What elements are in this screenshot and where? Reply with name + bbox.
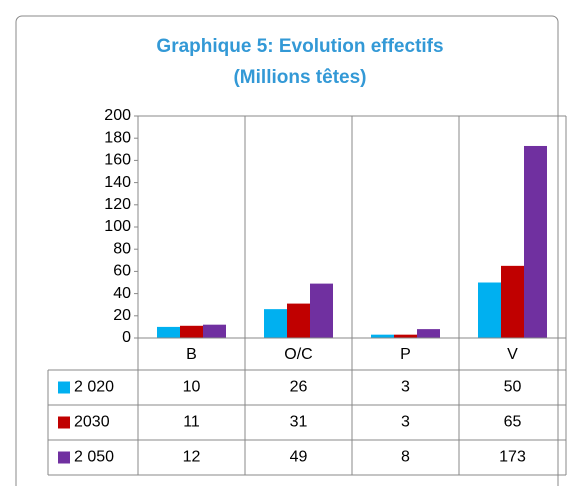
table-value: 3 [401, 414, 410, 431]
bar [287, 303, 310, 338]
legend-swatch [58, 416, 70, 429]
y-tick-label: 140 [104, 174, 131, 191]
bar [310, 283, 333, 338]
y-tick-label: 20 [113, 307, 131, 324]
bar [417, 329, 440, 338]
legend-swatch [58, 381, 70, 394]
bar [157, 326, 180, 338]
y-tick-label: 120 [104, 196, 131, 213]
legend-label: 2 050 [74, 449, 114, 466]
x-tick-label: B [186, 346, 197, 363]
table-value: 10 [183, 379, 201, 396]
legend-label: 2 020 [74, 379, 114, 396]
table-value: 11 [183, 414, 200, 431]
chart-title: Graphique 5: Evolution effectifs [156, 36, 443, 57]
table-value: 26 [290, 379, 308, 396]
table-value: 12 [183, 449, 201, 466]
chart-frame [15, 15, 559, 486]
table-value: 31 [290, 414, 308, 431]
table-value: 8 [401, 449, 410, 466]
legend-swatch [58, 451, 70, 464]
table-value: 65 [504, 414, 522, 431]
bar [478, 282, 501, 338]
y-tick-label: 80 [113, 240, 131, 257]
y-tick-label: 160 [104, 152, 131, 169]
x-tick-label: V [507, 346, 518, 363]
bar [371, 334, 394, 338]
table-value: 50 [504, 379, 522, 396]
y-tick-label: 0 [122, 329, 131, 346]
bar [501, 265, 524, 338]
bar [180, 325, 203, 338]
table-value: 49 [290, 449, 308, 466]
bar [264, 309, 287, 338]
bar [394, 334, 417, 338]
y-tick-label: 180 [104, 129, 131, 146]
y-tick-label: 200 [104, 107, 131, 124]
table-value: 3 [401, 379, 410, 396]
legend-label: 2030 [74, 414, 110, 431]
table-value: 173 [499, 449, 526, 466]
bar [524, 145, 547, 338]
x-tick-label: O/C [284, 346, 312, 363]
chart-subtitle: (Millions têtes) [233, 67, 366, 88]
x-tick-label: P [400, 346, 411, 363]
bar [203, 324, 226, 338]
y-tick-label: 60 [113, 263, 131, 280]
y-tick-label: 40 [113, 285, 131, 302]
y-tick-label: 100 [104, 218, 131, 235]
